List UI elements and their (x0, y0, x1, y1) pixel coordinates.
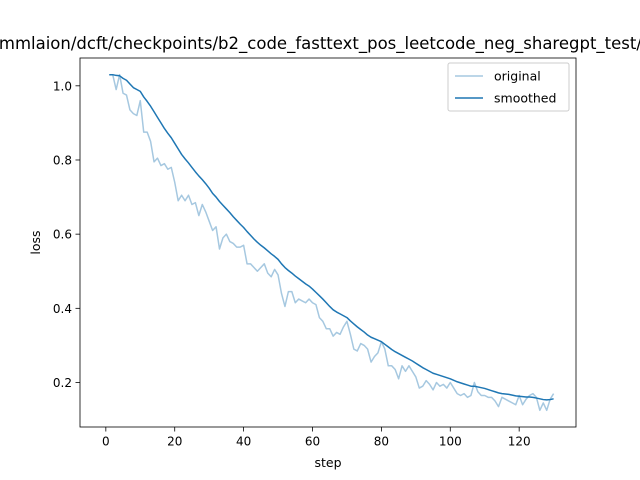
x-tick-label: 120 (508, 435, 531, 449)
x-tick-label: 60 (305, 435, 320, 449)
x-tick-label: 0 (102, 435, 110, 449)
x-axis-ticks: 0 20 40 60 80 100 120 (102, 427, 531, 449)
y-tick-label: 1.0 (53, 79, 72, 93)
plot-frame (79, 57, 577, 428)
y-axis-label: loss (28, 230, 43, 254)
x-tick-label: 80 (374, 435, 389, 449)
plot-data-group (109, 73, 555, 412)
original-series-line (109, 73, 555, 412)
plot-area (80, 58, 576, 427)
x-tick-label: 100 (439, 435, 462, 449)
x-tick-label: 20 (167, 435, 182, 449)
legend-label-original: original (494, 69, 541, 84)
y-tick-label: 0.4 (53, 302, 72, 316)
chart-title: loss of /p/data1/mmlaion/dcft/checkpoint… (0, 34, 640, 54)
y-axis-ticks: 0.2 0.4 0.6 0.8 1.0 (53, 79, 80, 390)
y-tick-label: 0.6 (53, 228, 72, 242)
legend-label-smoothed: smoothed (494, 91, 556, 106)
legend-box (447, 62, 570, 112)
y-tick-label: 0.8 (53, 153, 72, 167)
y-tick-label: 0.2 (53, 376, 72, 390)
x-tick-label: 40 (236, 435, 251, 449)
smoothed-series-line (109, 73, 554, 401)
x-axis-label: step (314, 455, 341, 470)
legend: original smoothed (447, 62, 570, 112)
